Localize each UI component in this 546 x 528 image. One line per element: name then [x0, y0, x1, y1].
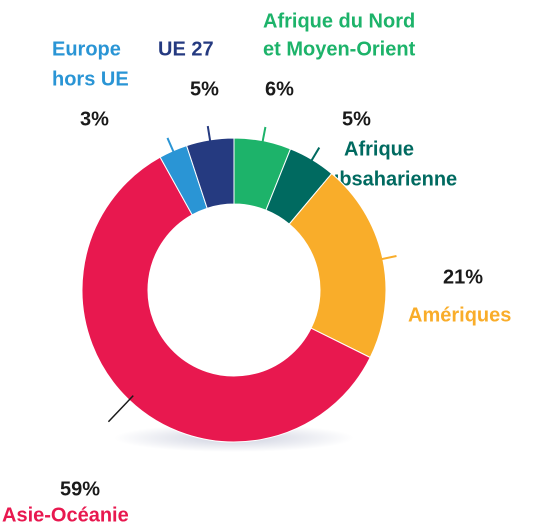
leader-line [260, 126, 267, 147]
category-label: Asie-Océanie [2, 504, 129, 526]
value-label: 5% [342, 108, 371, 130]
value-label: 6% [265, 78, 294, 100]
value-label: 3% [80, 108, 109, 130]
category-label: subsaharienne [316, 168, 457, 190]
leader-line [308, 147, 321, 166]
category-label: Amériques [408, 304, 511, 326]
donut-segment [185, 137, 235, 209]
donut-segment [81, 156, 371, 443]
category-label: hors UE [52, 68, 129, 90]
category-label: et Moyen-Orient [263, 38, 416, 60]
value-label: 21% [443, 266, 483, 288]
value-label: 5% [190, 78, 219, 100]
category-label: Afrique [344, 138, 414, 160]
category-label: UE 27 [158, 38, 214, 60]
donut-segment [288, 172, 387, 359]
leader-line [166, 137, 177, 157]
leader-line [107, 395, 134, 423]
value-label: 59% [60, 478, 100, 500]
leader-line [376, 255, 397, 262]
leader-line [206, 125, 212, 146]
category-label: Europe [52, 38, 121, 60]
category-label: Afrique du Nord [263, 10, 415, 32]
